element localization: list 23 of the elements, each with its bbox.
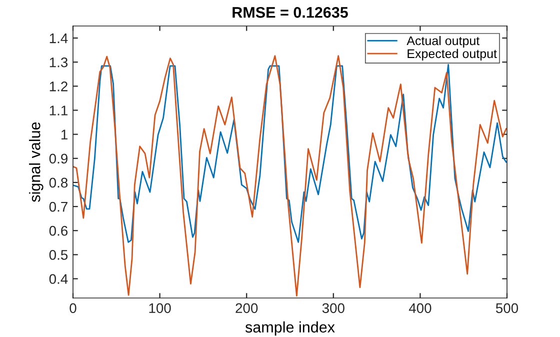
y-tick-label: 1.3 xyxy=(50,57,68,68)
y-tick-label: 0.4 xyxy=(49,274,68,284)
y-tick-label: 0.7 xyxy=(49,202,68,212)
y-tick-label: 1 xyxy=(61,130,68,140)
x-tick-label: 400 xyxy=(408,303,432,314)
legend-label: Expected output xyxy=(408,48,497,61)
x-tick-label: 500 xyxy=(496,303,518,314)
y-tick-label: 1.1 xyxy=(50,106,68,116)
y-tick-label: 1.4 xyxy=(50,34,68,44)
y-axis-title: signal value xyxy=(29,122,44,202)
line-series xyxy=(73,64,507,243)
y-tick-label: 0.6 xyxy=(49,226,68,236)
y-tick-label: 0.5 xyxy=(49,250,68,260)
chart-title: RMSE = 0.12635 xyxy=(232,7,348,18)
x-tick-label: 200 xyxy=(236,303,258,314)
legend-label: Actual output xyxy=(406,36,480,48)
y-tick-label: 0.8 xyxy=(49,178,68,188)
y-tick-label: 1.2 xyxy=(50,82,68,92)
x-tick-label: 100 xyxy=(149,303,171,314)
x-tick-label: 300 xyxy=(322,303,344,314)
x-tick-label: 0 xyxy=(70,303,76,314)
x-axis-title: sample index xyxy=(245,321,335,336)
y-tick-label: 0.9 xyxy=(49,154,68,164)
